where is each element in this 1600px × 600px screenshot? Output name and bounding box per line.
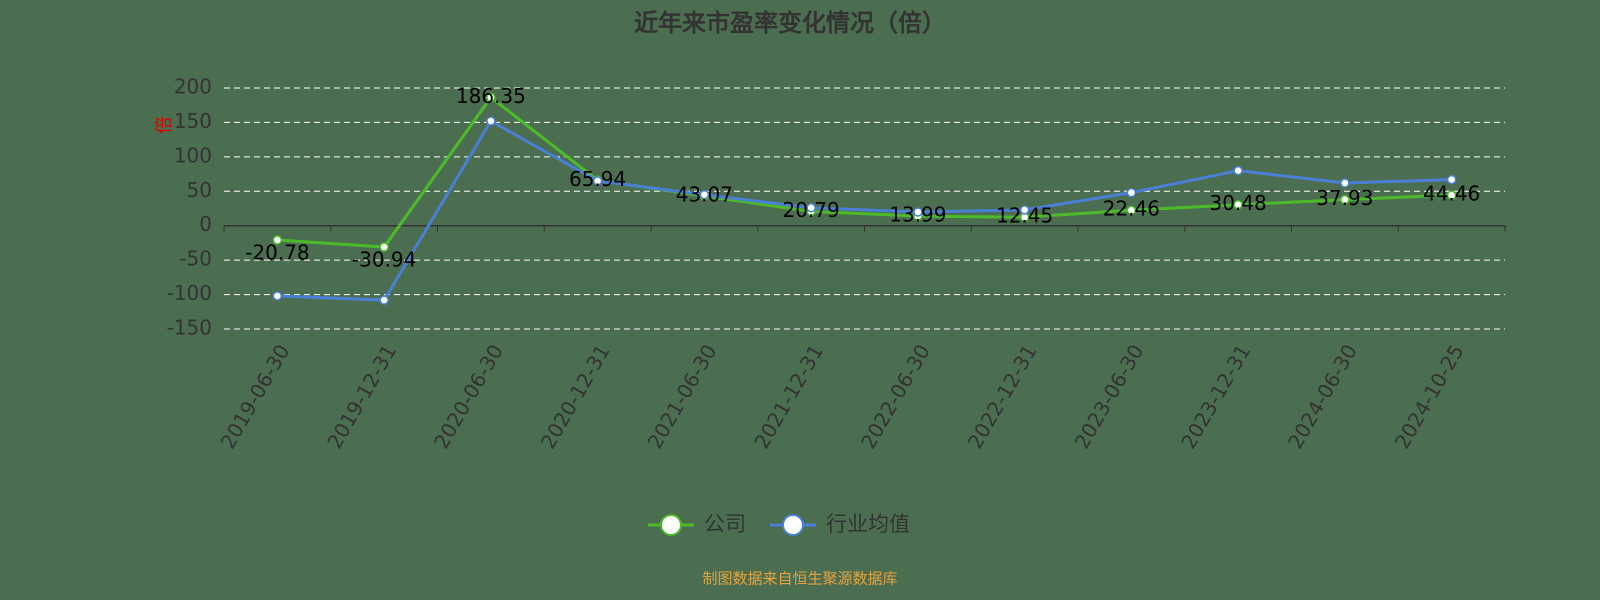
- legend-marker: [660, 514, 682, 536]
- data-point: [379, 242, 389, 252]
- data-point: [1340, 194, 1350, 205]
- data-label: 186.35: [456, 84, 526, 108]
- y-tick-label: -50: [179, 247, 212, 271]
- legend-item[interactable]: 公司: [648, 512, 746, 536]
- data-label: -30.94: [352, 248, 416, 272]
- data-point: [379, 295, 389, 305]
- data-point: [1446, 174, 1457, 185]
- data-point: [486, 116, 496, 126]
- source-note: 制图数据来自恒生聚源数据库: [702, 570, 897, 588]
- data-point: [913, 207, 923, 217]
- data-point: [1233, 165, 1243, 176]
- data-label: 13.99: [889, 203, 946, 227]
- legend-marker: [782, 514, 804, 536]
- legend-label: 行业均值: [826, 512, 910, 536]
- y-tick-label: -100: [167, 281, 212, 305]
- data-point: [1126, 187, 1137, 198]
- data-point: [806, 203, 816, 213]
- y-tick-label: 150: [174, 109, 212, 133]
- data-point: [592, 176, 603, 186]
- series-line: [277, 119, 1452, 302]
- data-label: 65.94: [569, 167, 626, 191]
- data-label: 37.93: [1316, 186, 1373, 210]
- data-point: [1019, 205, 1030, 215]
- data-label: 30.48: [1209, 191, 1266, 215]
- y-axis-label: 倍: [154, 116, 175, 134]
- data-label: 22.46: [1103, 197, 1160, 221]
- data-point: [272, 291, 283, 301]
- y-tick-label: 0: [199, 212, 212, 236]
- data-point: [1340, 178, 1350, 188]
- data-point: [1126, 205, 1137, 215]
- legend-item[interactable]: 行业均值: [770, 512, 910, 536]
- data-label: 20.79: [782, 198, 839, 222]
- legend-label: 公司: [704, 512, 746, 536]
- y-tick-label: 200: [174, 75, 212, 99]
- chart-title: 近年来市盈率变化情况（倍）: [634, 9, 946, 37]
- y-tick-label: -150: [167, 316, 212, 340]
- data-point: [486, 92, 496, 103]
- data-point: [699, 189, 710, 200]
- data-label: 44.46: [1423, 182, 1480, 206]
- y-tick-label: 50: [187, 178, 212, 202]
- data-label: -20.78: [245, 241, 309, 265]
- series-line: [277, 95, 1452, 249]
- data-point: [272, 235, 283, 245]
- data-label: 12.45: [996, 204, 1053, 228]
- y-tick-label: 100: [174, 143, 212, 167]
- data-point: [1446, 190, 1457, 200]
- data-label: 43.07: [676, 183, 733, 207]
- data-point: [1233, 199, 1243, 210]
